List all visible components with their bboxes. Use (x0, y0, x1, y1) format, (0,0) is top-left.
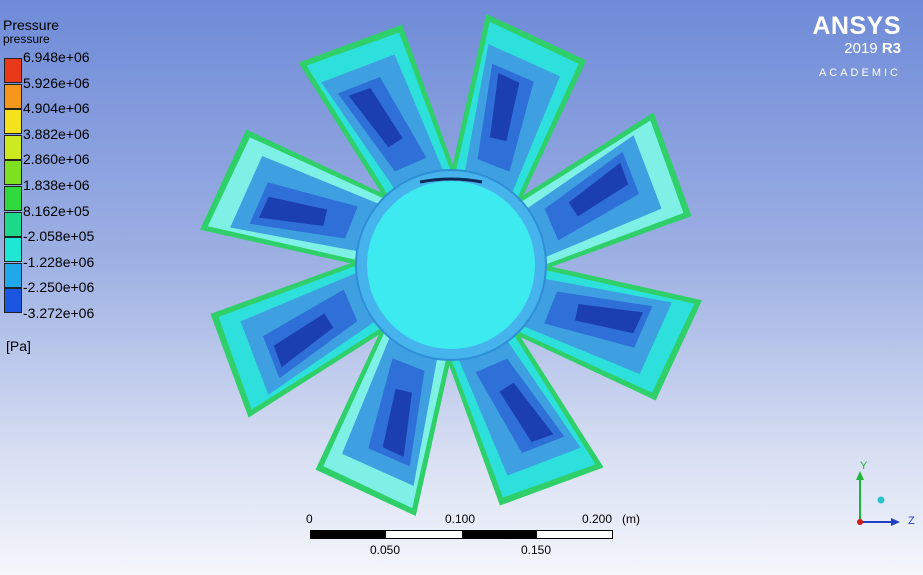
impeller-blade (440, 312, 604, 506)
hub-face (367, 181, 535, 349)
y-axis-label: Y (860, 460, 868, 472)
impeller-blade (315, 310, 456, 517)
logo-version: 2019 (844, 40, 878, 57)
blade-zone-min (568, 162, 629, 217)
scale-unit: (m) (622, 512, 640, 526)
blade-zone-min (382, 388, 412, 458)
scale-label-0-050: 0.050 (370, 543, 401, 557)
legend-tick-label: -3.272e+06 (23, 305, 95, 321)
scale-segments (310, 530, 613, 539)
legend-tick-label: 3.882e+06 (23, 125, 90, 142)
impeller-blade (496, 260, 703, 401)
blade-zone-min (490, 72, 520, 142)
legend-swatch (4, 186, 22, 211)
legend-swatch (4, 288, 22, 314)
legend-tick-label: -1.228e+06 (23, 253, 95, 270)
legend-tick-label: -2.058e+05 (23, 228, 95, 245)
scale-bar: 0 0.100 0.200 (m) 0.050 0.150 (300, 512, 640, 562)
z-axis-arrow (891, 518, 900, 526)
impeller-blade (210, 254, 404, 418)
impeller-blade (199, 129, 406, 270)
hub-edge (419, 177, 483, 184)
legend-swatch (4, 58, 22, 83)
legend-tick-label: 4.904e+06 (23, 100, 90, 117)
y-axis-arrow (856, 471, 864, 480)
impeller-blade (298, 24, 462, 218)
scale-label-0-200: 0.200 (582, 512, 613, 526)
legend-tick-label: 6.948e+06 (23, 49, 90, 65)
legend-title: Pressure (3, 17, 60, 33)
legend-tick-label: 5.926e+06 (23, 74, 90, 91)
blade-zone-min (574, 304, 644, 334)
legend-swatch (4, 211, 22, 237)
color-legend: Pressure pressure 6.948e+06 5.926e+06 4.90… (3, 17, 113, 355)
scale-label-0: 0 (306, 512, 313, 526)
ansys-logo: ANSYS 2019 R3 ACADEMIC (812, 12, 901, 79)
impeller-blade (446, 13, 587, 220)
legend-tick-label: 2.860e+06 (23, 151, 90, 168)
legend-tick-label: 1.838e+06 (23, 177, 90, 193)
legend-swatch (4, 237, 22, 263)
legend-variable: pressure (3, 32, 50, 46)
blade-zone-min (499, 382, 554, 443)
legend-swatch (4, 83, 22, 109)
scale-label-0-100: 0.100 (445, 512, 476, 526)
legend-swatch (4, 160, 22, 186)
logo-release: R3 (881, 40, 901, 57)
legend-tick-label: 8.162e+05 (23, 202, 90, 219)
view-center-dot (877, 496, 885, 504)
logo-brand: ANSYS (812, 12, 901, 40)
legend-swatch (4, 134, 22, 160)
blade-zone-min (273, 313, 334, 368)
axis-triad[interactable]: Y Z (850, 455, 920, 535)
legend-colorbar: 6.948e+06 5.926e+06 4.904e+06 3.882e+06 2.86… (3, 48, 113, 321)
blade-zone-min (258, 196, 328, 226)
legend-swatch (4, 109, 22, 135)
z-axis-label: Z (908, 515, 915, 527)
legend-tick-label: -2.250e+06 (23, 279, 95, 296)
legend-unit: [Pa] (6, 338, 31, 354)
logo-edition: ACADEMIC (818, 67, 901, 79)
blade-zone-min (348, 87, 403, 148)
impeller-blade (498, 112, 692, 276)
scale-label-0-150: 0.150 (521, 543, 552, 557)
x-axis-dot (857, 519, 863, 525)
legend-swatch (4, 262, 22, 288)
